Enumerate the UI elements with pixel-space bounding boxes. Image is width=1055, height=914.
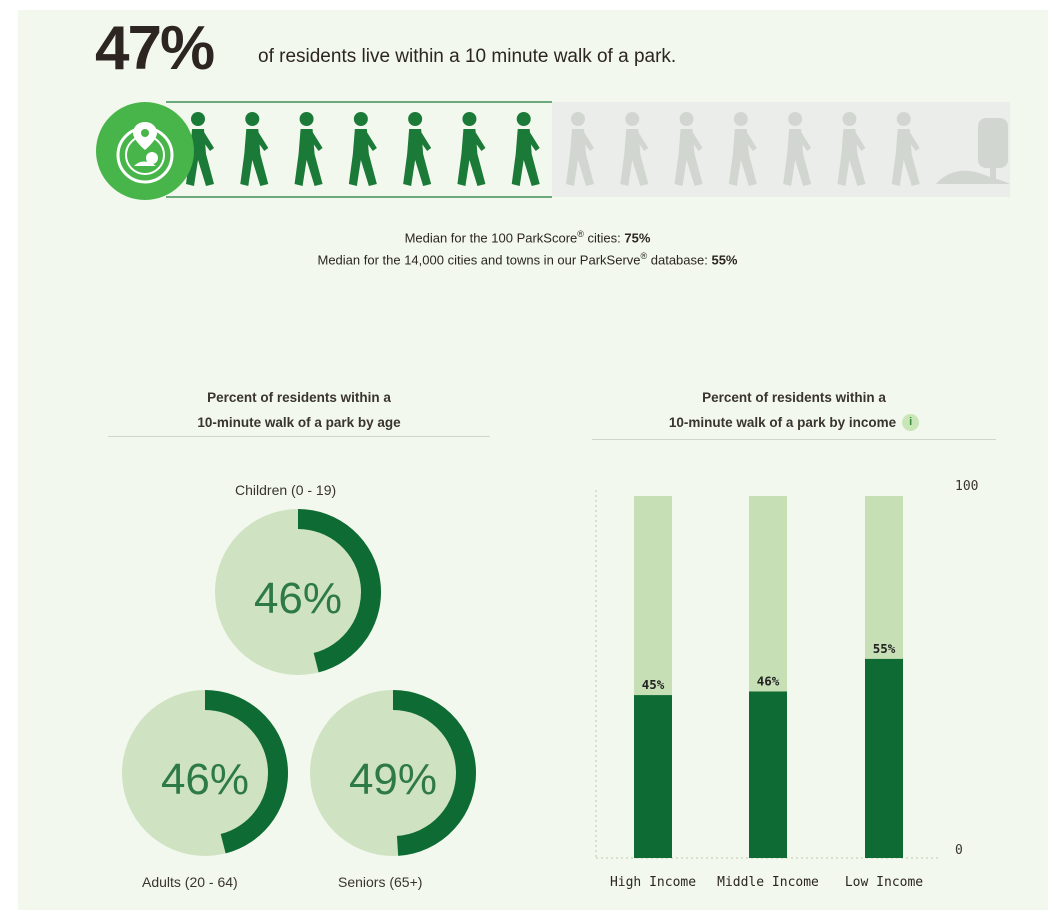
walker-figure xyxy=(891,112,920,186)
walker-figure xyxy=(457,112,486,186)
park-scene-icon xyxy=(936,118,1010,184)
walker-figure xyxy=(348,112,377,186)
bar-value xyxy=(865,658,903,858)
donut-label-adults: Adults (20 - 64) xyxy=(142,874,238,890)
bar-data-label: 45% xyxy=(642,677,665,692)
walker-figure xyxy=(294,112,323,186)
donut-value-children: 46% xyxy=(253,574,343,623)
walker-figure xyxy=(620,112,649,186)
medians-text: Median for the 100 ParkScore® cities: 75… xyxy=(0,225,1055,270)
x-tick-label: High Income xyxy=(610,875,696,890)
donut-value-seniors: 49% xyxy=(348,755,438,804)
age-title-rule xyxy=(108,436,490,437)
donut-arc xyxy=(392,690,476,856)
donut-background xyxy=(215,509,381,675)
donut-value-adults: 46% xyxy=(160,755,250,804)
walker-figures xyxy=(186,112,920,186)
park-location-icon xyxy=(96,102,194,200)
walker-figure xyxy=(783,112,812,186)
walker-figure xyxy=(566,112,594,186)
age-title-line1: Percent of residents within a xyxy=(207,390,391,405)
y-tick-label-max: 100 xyxy=(955,479,978,494)
donut-arc xyxy=(297,509,381,673)
walker-figure xyxy=(837,112,866,186)
bar-value xyxy=(634,695,672,858)
x-tick-label: Low Income xyxy=(845,875,923,890)
info-icon[interactable]: i xyxy=(902,414,920,431)
donut-arc xyxy=(204,690,288,854)
income-title-rule xyxy=(592,439,996,440)
median-parkserve: Median for the 14,000 cities and towns i… xyxy=(317,251,738,268)
headline-text: of residents live within a 10 minute wal… xyxy=(258,46,677,67)
y-tick-label-min: 0 xyxy=(955,843,963,858)
bar-data-label: 46% xyxy=(757,673,780,688)
walker-figure xyxy=(403,112,432,186)
income-title-line1: Percent of residents within a xyxy=(702,390,886,405)
median-parkscore: Median for the 100 ParkScore® cities: 75… xyxy=(404,229,651,246)
walkers-progress-strip xyxy=(96,101,1010,200)
walker-figure xyxy=(674,112,703,186)
income-title-line2: 10-minute walk of a park by income i xyxy=(592,410,996,435)
donut-background xyxy=(122,690,288,856)
x-tick-label: Middle Income xyxy=(717,875,819,890)
donut-background xyxy=(310,690,476,856)
bar-value xyxy=(749,691,787,858)
walker-figure xyxy=(728,112,757,186)
walker-figure xyxy=(240,112,269,186)
donut-label-children: Children (0 - 19) xyxy=(235,482,337,498)
donut-label-seniors: Seniors (65+) xyxy=(338,874,423,890)
bar-data-label: 55% xyxy=(873,641,896,656)
age-section-title: Percent of residents within a 10-minute … xyxy=(108,385,490,435)
income-section-title: Percent of residents within a 10-minute … xyxy=(592,385,996,435)
headline-percent: 47% xyxy=(95,14,215,83)
age-title-line2: 10-minute walk of a park by age xyxy=(197,415,401,430)
walker-figure xyxy=(511,112,540,186)
